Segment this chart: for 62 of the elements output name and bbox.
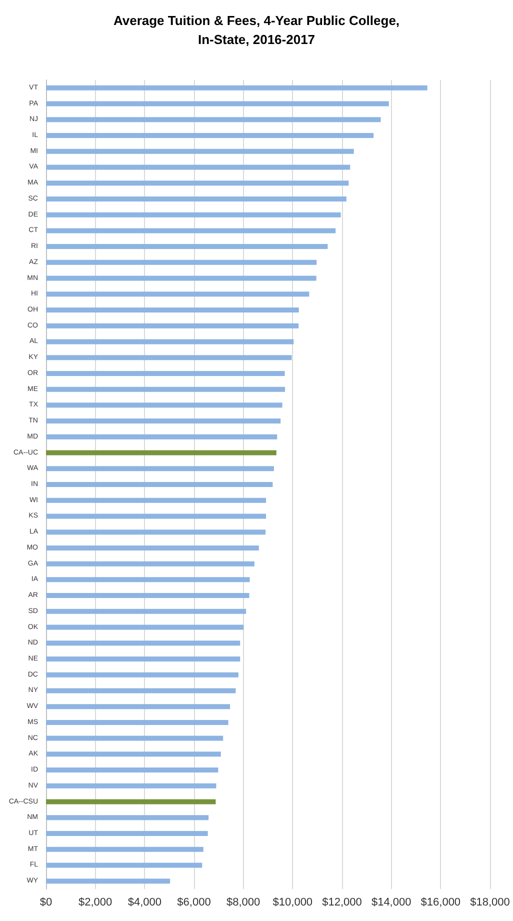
bar	[46, 260, 317, 265]
bar	[46, 196, 346, 202]
bar	[46, 498, 266, 503]
bar	[46, 656, 240, 662]
bar	[46, 244, 328, 250]
bar	[46, 688, 236, 694]
bar	[46, 370, 285, 376]
bar	[46, 276, 316, 281]
bar	[46, 355, 292, 360]
x-tick-label: $8,000	[226, 896, 260, 908]
bar	[46, 752, 221, 757]
bar	[46, 323, 299, 328]
bar	[46, 339, 294, 344]
bar	[46, 212, 341, 218]
bar	[46, 815, 209, 820]
bar	[46, 418, 281, 424]
bar	[46, 482, 273, 487]
bar	[46, 308, 299, 313]
bar	[46, 640, 240, 646]
bar	[46, 101, 389, 106]
x-tick-label: $18,000	[470, 896, 510, 908]
bar	[46, 148, 354, 154]
bar	[46, 783, 216, 788]
bar	[46, 85, 428, 90]
x-tick-label: $2,000	[78, 896, 112, 908]
bar	[46, 228, 336, 234]
bar	[46, 593, 250, 598]
bar	[46, 466, 274, 472]
bar	[46, 672, 238, 678]
x-tick-label: $6,000	[177, 896, 211, 908]
bar	[46, 450, 276, 456]
bar	[46, 624, 244, 630]
x-tick-label: $10,000	[272, 896, 313, 908]
bar	[46, 133, 374, 138]
bar	[46, 561, 254, 566]
bar	[46, 830, 208, 836]
bar	[46, 530, 266, 535]
bar	[46, 608, 246, 614]
bar	[46, 514, 266, 519]
bar	[46, 799, 216, 804]
x-tick-label: $4,000	[128, 896, 162, 908]
x-tick-label: $12,000	[322, 896, 362, 908]
chart-title: Average Tuition & Fees, 4-Year Public College, In-State, 2016-2017	[113, 13, 400, 47]
bar	[46, 545, 259, 550]
bar	[46, 736, 224, 741]
bar	[46, 117, 381, 122]
bar	[46, 720, 228, 725]
bar	[46, 434, 278, 440]
bar	[46, 846, 204, 852]
bar	[46, 878, 170, 884]
x-tick-label: $16,000	[420, 896, 461, 908]
bar	[46, 704, 230, 710]
x-tick-label: $14,000	[371, 896, 412, 908]
bar	[46, 402, 282, 408]
bar	[46, 180, 349, 186]
bar	[46, 768, 218, 773]
bar	[46, 292, 310, 297]
x-tick-label: $0	[40, 896, 52, 908]
bar	[46, 862, 202, 868]
bar	[46, 386, 286, 392]
bar	[46, 164, 350, 170]
bar	[46, 577, 250, 582]
